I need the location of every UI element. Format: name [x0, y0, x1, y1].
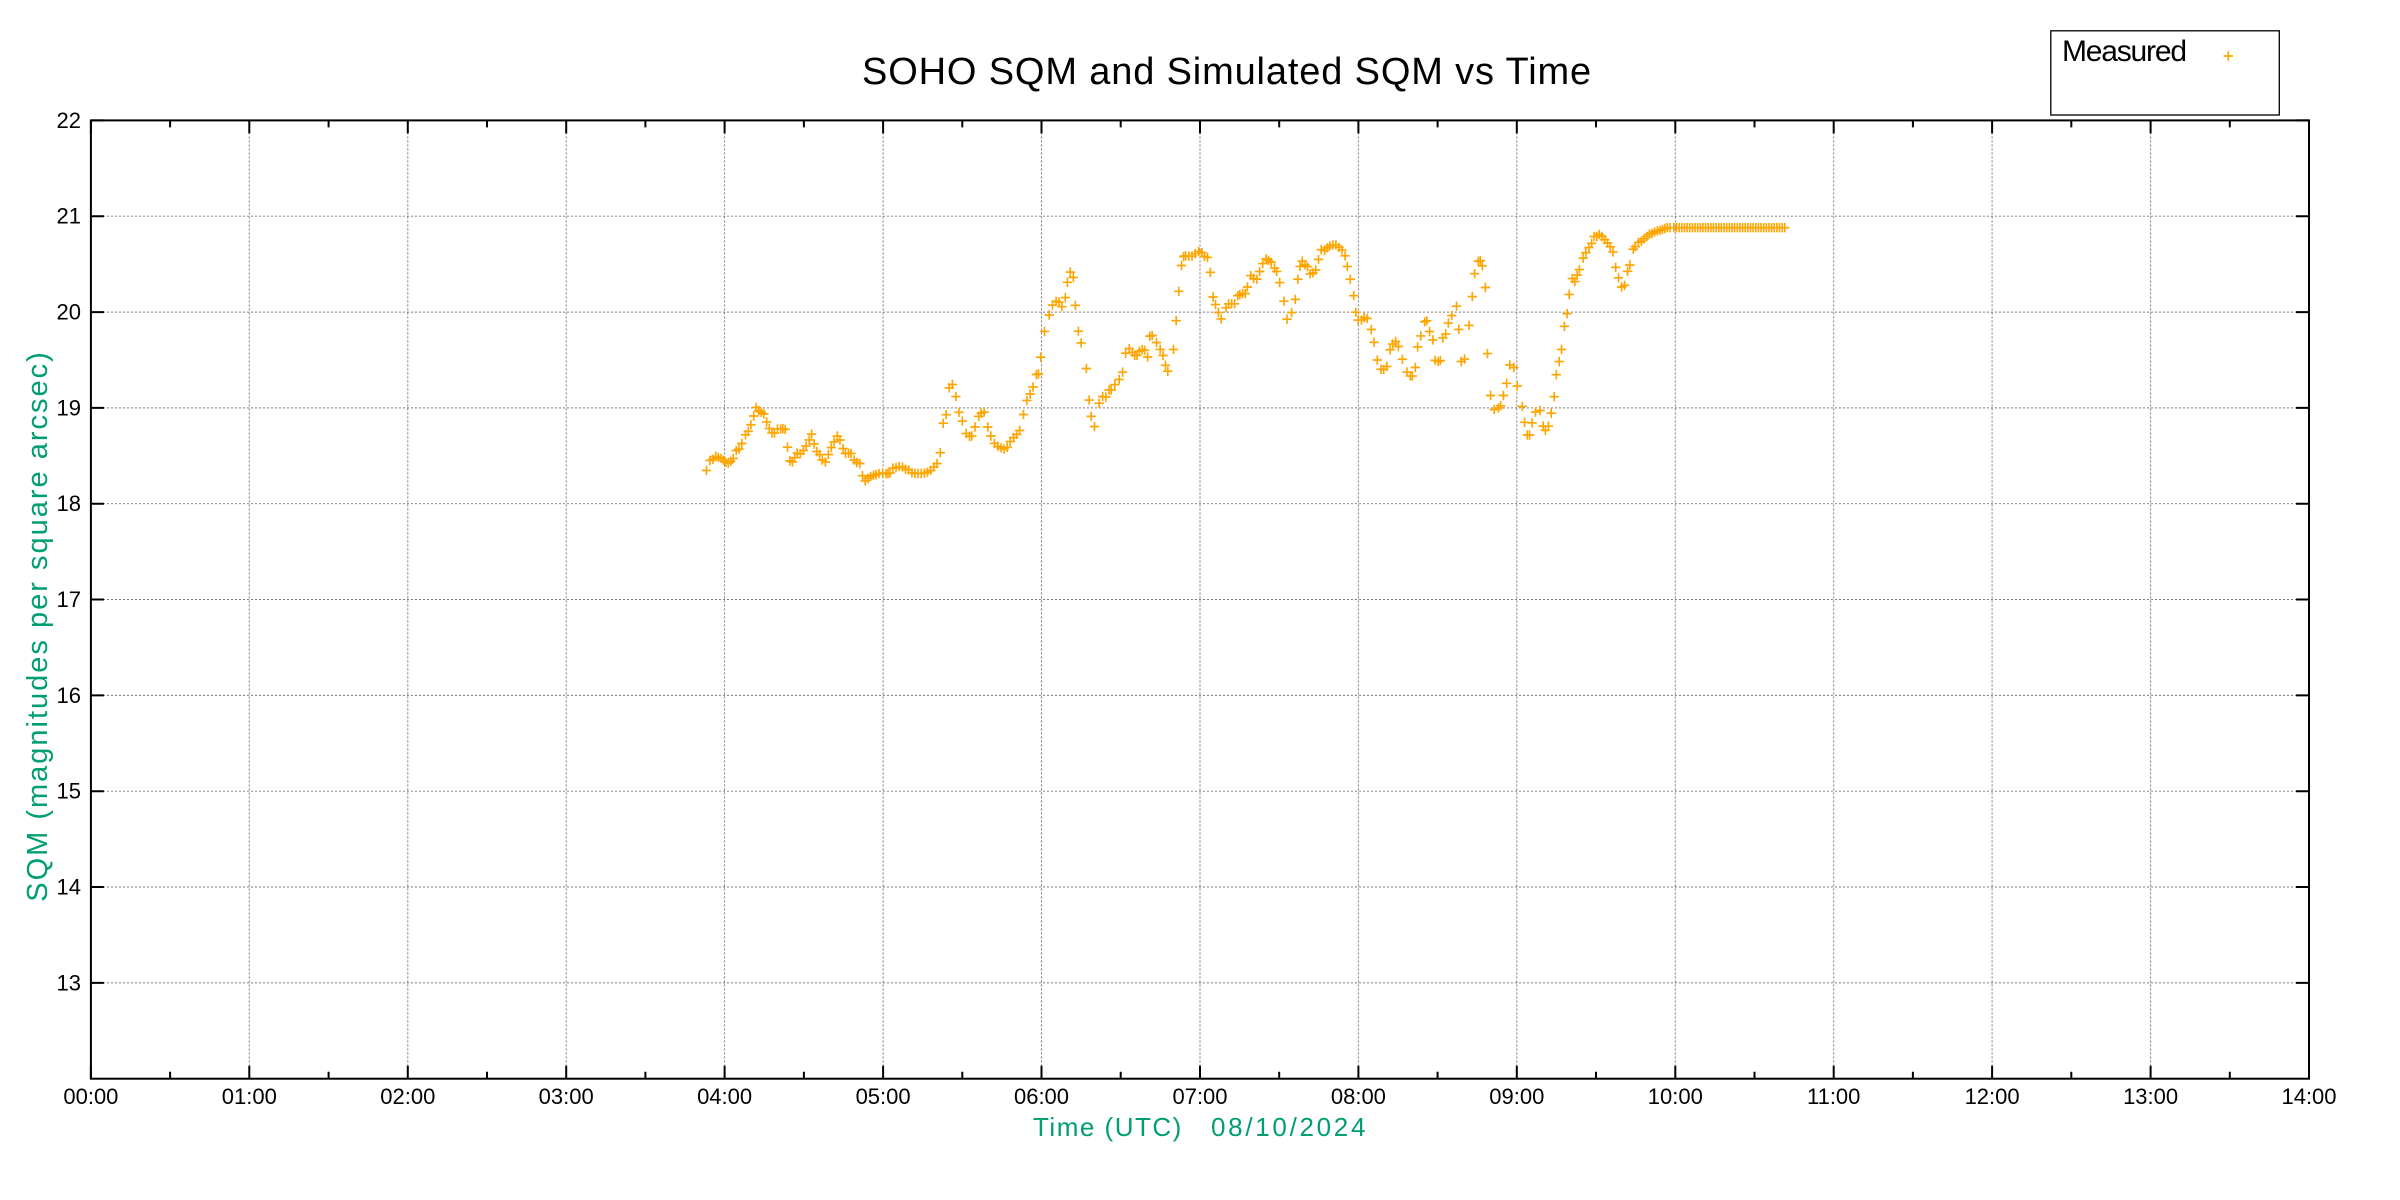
svg-text:12:00: 12:00: [1965, 1084, 2020, 1109]
svg-text:21: 21: [57, 204, 81, 229]
svg-text:17: 17: [57, 587, 81, 612]
svg-text:00:00: 00:00: [63, 1084, 118, 1109]
svg-text:20: 20: [57, 300, 81, 325]
svg-text:04:00: 04:00: [697, 1084, 752, 1109]
svg-text:11:00: 11:00: [1807, 1084, 1860, 1109]
svg-text:18: 18: [57, 491, 81, 516]
svg-text:13:00: 13:00: [2123, 1084, 2178, 1109]
svg-text:02:00: 02:00: [380, 1084, 435, 1109]
svg-text:14:00: 14:00: [2281, 1084, 2336, 1109]
svg-text:14: 14: [57, 875, 81, 900]
svg-text:09:00: 09:00: [1489, 1084, 1544, 1109]
svg-text:03:00: 03:00: [539, 1084, 594, 1109]
svg-text:05:00: 05:00: [856, 1084, 911, 1109]
svg-text:08:00: 08:00: [1331, 1084, 1386, 1109]
svg-text:08/10/2024: 08/10/2024: [1211, 1112, 1368, 1142]
svg-text:01:00: 01:00: [222, 1084, 277, 1109]
svg-text:22: 22: [57, 108, 81, 133]
svg-text:07:00: 07:00: [1172, 1084, 1227, 1109]
svg-text:Time (UTC): Time (UTC): [1033, 1112, 1183, 1142]
svg-text:SOHO SQM and Simulated SQM vs: SOHO SQM and Simulated SQM vs Time: [862, 51, 1592, 93]
svg-text:13: 13: [57, 970, 81, 995]
svg-text:16: 16: [57, 683, 81, 708]
svg-text:19: 19: [57, 395, 81, 420]
svg-text:10:00: 10:00: [1648, 1084, 1703, 1109]
svg-text:SQM (magnitudes per square arc: SQM (magnitudes per square arcsec): [22, 350, 54, 902]
svg-text:15: 15: [57, 779, 81, 804]
svg-text:06:00: 06:00: [1014, 1084, 1069, 1109]
svg-text:Measured: Measured: [2062, 35, 2186, 68]
